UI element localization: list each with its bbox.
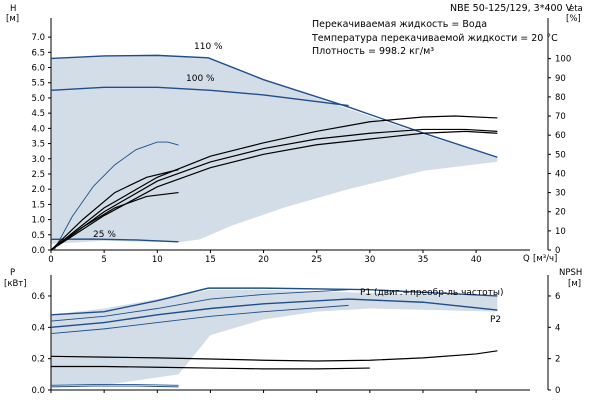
head-right-tick-label: 80 — [555, 93, 566, 103]
power-operating-area — [51, 289, 498, 386]
head-x-tick-label: 5 — [101, 255, 106, 265]
power-right-tick-label: 4 — [555, 323, 560, 333]
flow-axis-label: Q — [523, 254, 530, 264]
head-right-tick-label: 60 — [555, 131, 566, 141]
head-series-line — [50, 169, 179, 251]
head-x-tick-label: 30 — [364, 255, 375, 265]
power-curves — [50, 287, 498, 388]
power-labels: P1 (двиг.+преобр-ль частоты) P2 — [360, 288, 504, 325]
head-right-tick-label: 90 — [555, 74, 566, 84]
power-npsh-panel: P [кВт] NPSH [м] 0.0 0.2 0.4 0.6 0 2 4 6 P1 (дв… — [4, 268, 582, 396]
head-left-tick-label: 4.0 — [31, 124, 45, 134]
head-x-tick-label: 35 — [418, 255, 429, 265]
head-left-tick-label: 2.5 — [31, 170, 45, 180]
head-x-tick-label: 20 — [258, 255, 269, 265]
head-left-tick-label: 5.5 — [31, 79, 45, 89]
head-series-line — [50, 130, 498, 251]
power-right-tick-label: 2 — [555, 355, 560, 365]
speed-label-110: 110 % — [194, 42, 223, 52]
power-axis-unit: [кВт] — [4, 279, 27, 289]
head-axis-label: H — [10, 4, 16, 14]
power-right-tick-label: 6 — [555, 292, 560, 302]
power-series-line — [50, 384, 179, 386]
head-left-tick-label: 3.0 — [31, 155, 45, 165]
head-left-tick-label: 2.0 — [31, 185, 45, 195]
power-left-tick-label: 0.4 — [31, 323, 45, 333]
head-x-tick-label: 0 — [48, 255, 53, 265]
head-left-tick-label: 1.5 — [31, 200, 45, 210]
flow-axis-unit: [м³/ч] — [533, 254, 557, 264]
head-series-line — [53, 141, 179, 251]
head-right-tick-label: 20 — [555, 208, 566, 218]
head-operating-area — [51, 54, 498, 244]
head-right-tick-label: 100 — [555, 55, 571, 65]
power-series-line — [50, 287, 498, 316]
head-axes: H [м] eta [%] Q [м³/ч] 0.0 0.5 1.0 1.5 2.0 2.… — [6, 4, 583, 265]
power-axes: P [кВт] NPSH [м] 0.0 0.2 0.4 0.6 0 2 4 6 — [4, 268, 582, 396]
power-series-line — [51, 365, 370, 370]
head-left-tick-label: 6.5 — [31, 48, 45, 58]
p2-label: P2 — [490, 315, 501, 325]
density-info: Плотность = 998.2 кг/м³ — [312, 46, 434, 57]
head-right-tick-label: 30 — [555, 189, 566, 199]
head-left-tick-label: 1.0 — [31, 216, 45, 226]
head-right-tick-label: 40 — [555, 169, 566, 179]
temperature-info: Температура перекачиваемой жидкости = 20… — [311, 33, 558, 44]
head-right-tick-label: 10 — [555, 227, 566, 237]
head-left-tick-label: 7.0 — [31, 33, 45, 43]
head-left-tick-label: 4.5 — [31, 109, 45, 119]
head-axis-unit: [м] — [6, 14, 19, 24]
head-left-tick-label: 0.0 — [31, 246, 45, 256]
chart-header: NBE 50-125/129, 3*400 V Перекачиваемая ж… — [311, 3, 573, 57]
head-x-tick-label: 25 — [311, 255, 322, 265]
head-left-tick-label: 3.5 — [31, 140, 45, 150]
power-series-line — [50, 304, 349, 335]
power-series-line — [50, 298, 498, 329]
power-left-tick-label: 0.0 — [31, 386, 45, 396]
eta-axis-label: eta — [569, 4, 583, 14]
speed-label-100: 100 % — [186, 74, 215, 84]
head-series-line — [50, 238, 179, 243]
head-right-tick-label: 50 — [555, 150, 566, 160]
operating-range-area — [51, 54, 498, 244]
head-right-tick-label: 70 — [555, 112, 566, 122]
power-series-line — [50, 289, 349, 322]
head-left-tick-label: 0.5 — [31, 231, 45, 241]
power-axis-label: P — [10, 268, 15, 278]
head-x-tick-label: 10 — [152, 255, 163, 265]
head-x-tick-label: 40 — [471, 255, 482, 265]
head-series-line — [50, 54, 498, 158]
head-series-line — [50, 128, 498, 251]
p1-label: P1 (двиг.+преобр-ль частоты) — [360, 288, 504, 298]
power-series-line — [50, 350, 498, 362]
eta-axis-unit: [%] — [566, 14, 581, 24]
head-series-line — [50, 115, 498, 251]
head-curves — [50, 54, 498, 251]
head-series-line — [50, 191, 179, 251]
power-range-area — [51, 289, 498, 386]
npsh-axis-unit: [м] — [568, 279, 581, 289]
speed-labels: 110 % 100 % 25 % — [93, 42, 223, 240]
head-left-tick-label: 6.0 — [31, 64, 45, 74]
power-right-tick-label: 0 — [555, 386, 560, 396]
power-left-tick-label: 0.2 — [31, 355, 45, 365]
head-efficiency-panel: H [м] eta [%] Q [м³/ч] 0.0 0.5 1.0 1.5 2.0 2.… — [6, 3, 583, 265]
npsh-axis-label: NPSH — [559, 268, 582, 278]
fluid-info: Перекачиваемая жидкость = Вода — [312, 19, 487, 30]
power-series-line — [50, 385, 179, 388]
speed-label-25: 25 % — [93, 230, 116, 240]
head-x-tick-label: 15 — [205, 255, 216, 265]
power-left-tick-label: 0.6 — [31, 292, 45, 302]
pump-model-title: NBE 50-125/129, 3*400 V — [450, 3, 573, 14]
head-right-tick-label: 0 — [555, 246, 560, 256]
head-left-tick-label: 5.0 — [31, 94, 45, 104]
head-series-line — [50, 86, 349, 107]
